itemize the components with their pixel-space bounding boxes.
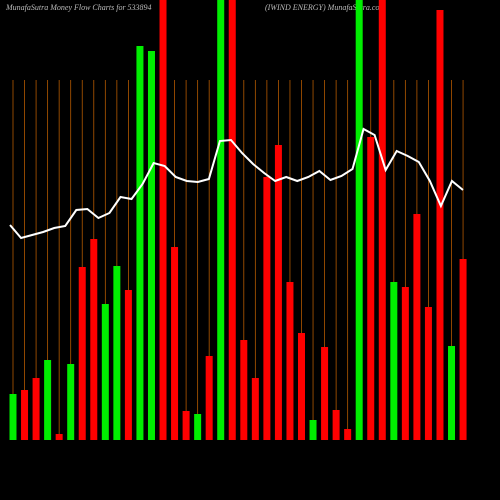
chart-title: MunafaSutra Money Flow Charts for 533894 <box>5 3 152 12</box>
bar <box>113 266 121 440</box>
bar <box>171 247 179 440</box>
bar <box>251 378 259 440</box>
bar <box>9 394 17 440</box>
bar <box>159 0 167 440</box>
bar <box>355 0 363 440</box>
bar <box>228 0 236 440</box>
bar <box>194 414 202 440</box>
bar <box>298 333 305 440</box>
bar <box>205 356 213 440</box>
bar <box>240 340 248 440</box>
bar <box>182 411 190 440</box>
bar <box>124 290 132 440</box>
bar <box>448 346 456 440</box>
bar <box>44 360 52 440</box>
bar <box>147 51 155 440</box>
bar <box>309 420 317 440</box>
bar <box>90 239 98 440</box>
bar <box>274 145 282 440</box>
chart-subtitle: (IWIND ENERGY) MunafaSutra.com <box>265 3 385 12</box>
bar <box>217 0 225 440</box>
bar <box>401 287 409 440</box>
bar <box>67 364 75 440</box>
bar <box>101 304 109 440</box>
bar <box>332 410 340 440</box>
bar <box>32 378 40 440</box>
bar <box>378 0 386 440</box>
bar <box>21 390 29 440</box>
bar <box>390 282 398 440</box>
bar <box>413 214 421 440</box>
bar <box>367 137 375 440</box>
bar <box>436 10 444 440</box>
money-flow-line <box>9 127 464 240</box>
bar <box>55 434 63 440</box>
bar <box>321 347 329 440</box>
bar <box>78 267 86 440</box>
bar <box>286 282 294 440</box>
bar <box>424 307 432 440</box>
bar <box>136 46 144 440</box>
bar <box>459 259 467 440</box>
bar <box>344 429 352 440</box>
bar <box>263 177 271 440</box>
